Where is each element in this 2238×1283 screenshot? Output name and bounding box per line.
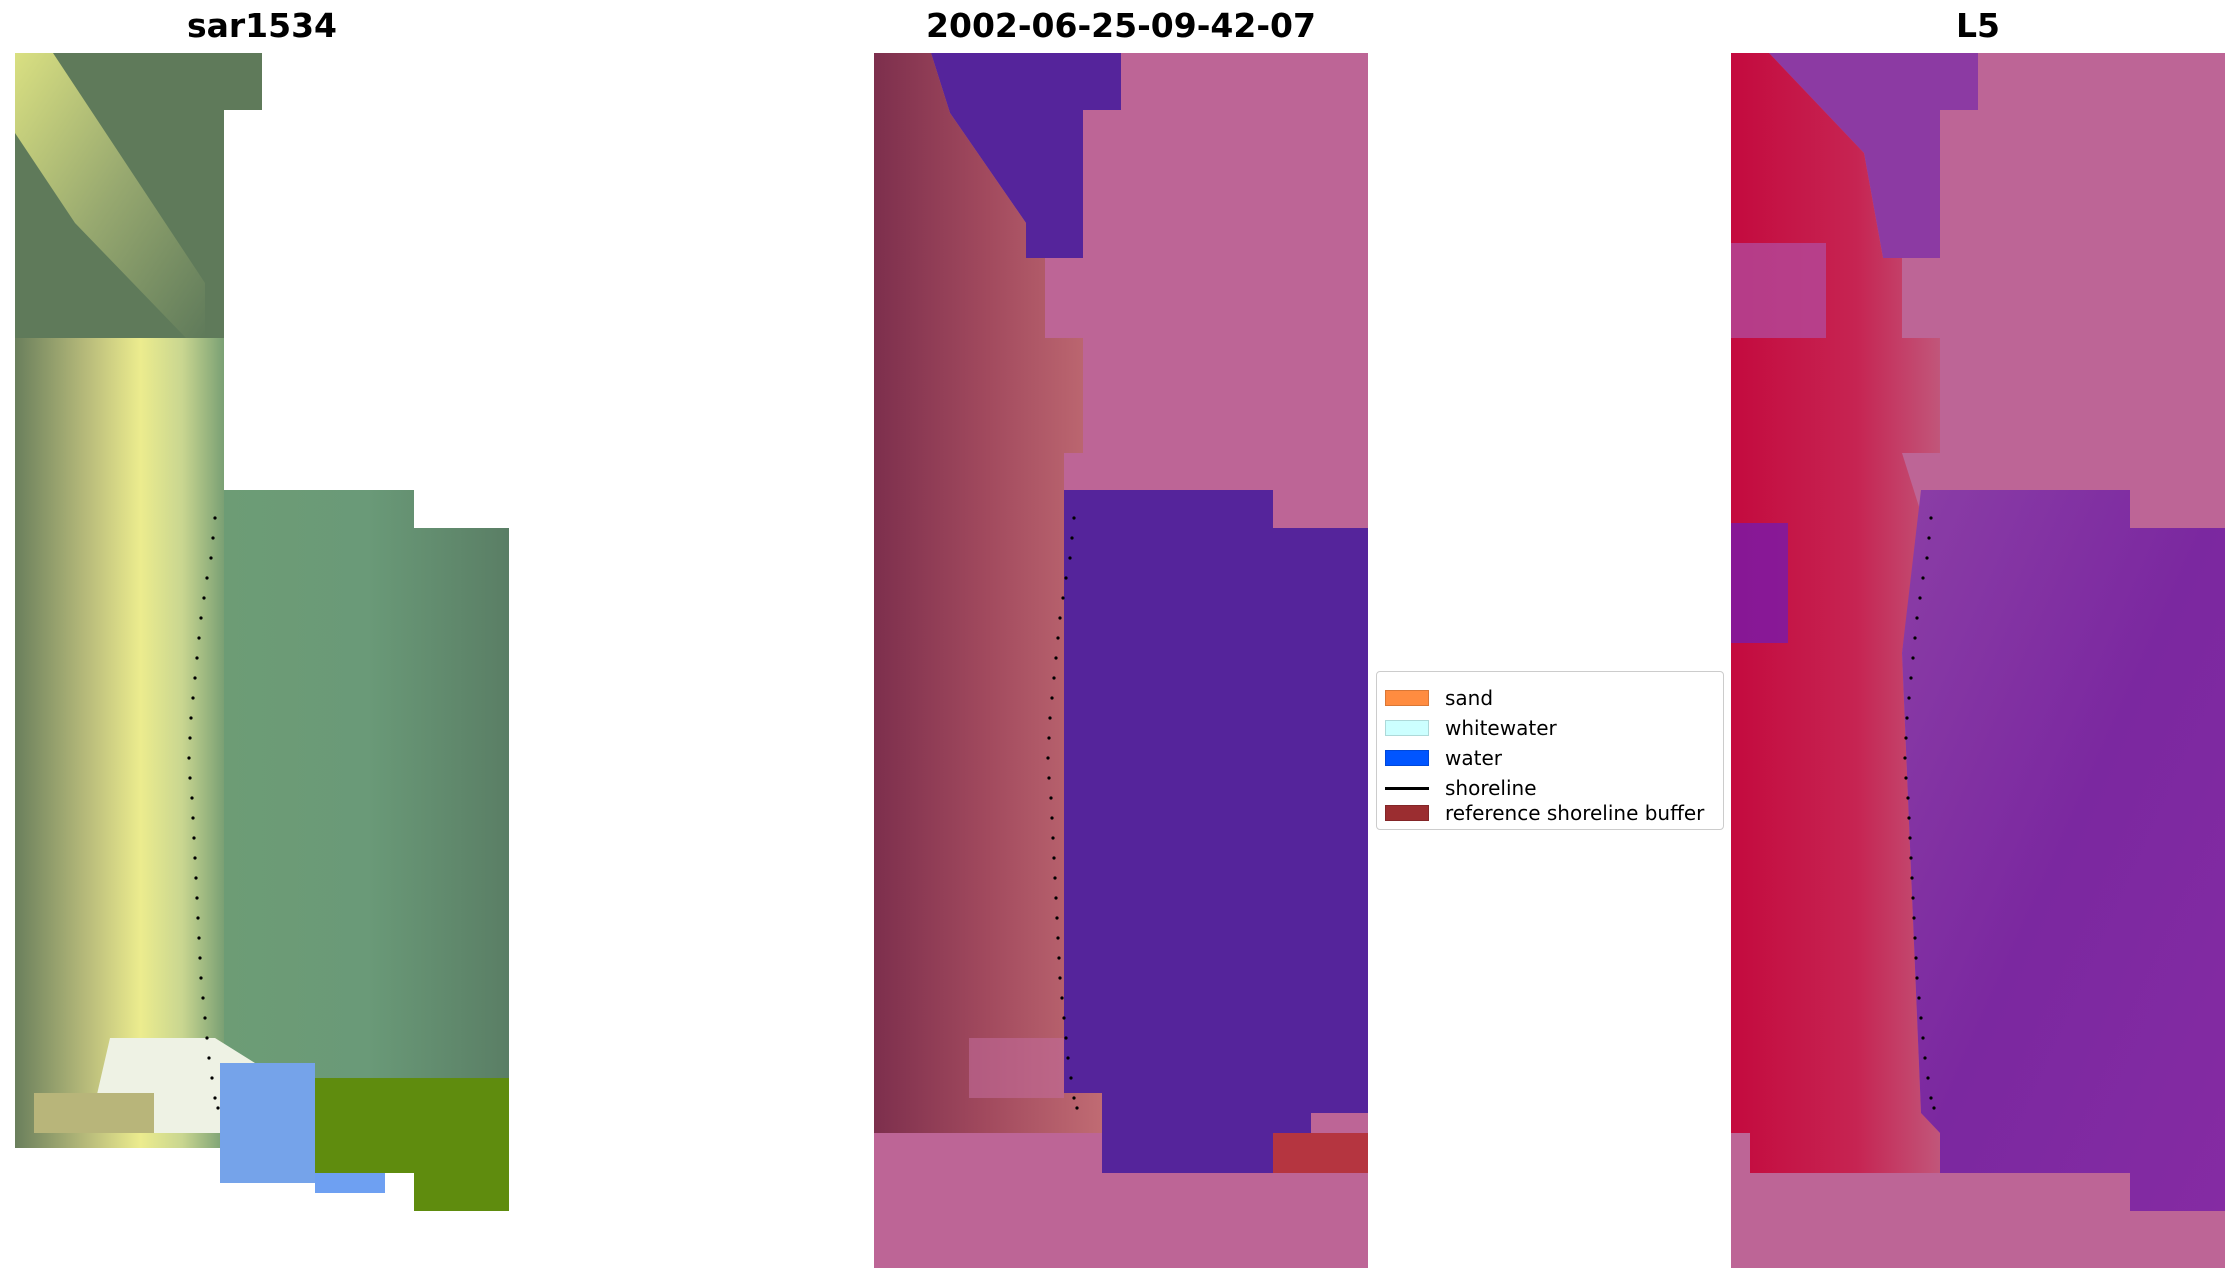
l5-mix-lower [1731, 523, 1788, 643]
legend-swatch-whitewater [1385, 720, 1429, 736]
legend-swatch-buffer [1385, 805, 1429, 821]
legend-item-water: water [1385, 745, 1502, 771]
l5-sea-top [1769, 53, 1978, 258]
legend-label-shoreline: shoreline [1445, 776, 1537, 800]
legend-swatch-sand [1385, 690, 1429, 706]
rgb-sea [224, 490, 509, 1113]
rgb-bottom-left [34, 1093, 154, 1133]
l5-image [1731, 53, 2225, 1268]
legend: sand whitewater water shoreline referenc… [1376, 671, 1724, 830]
legend-item-sand: sand [1385, 685, 1493, 711]
l5-shoreline [1903, 516, 1936, 1110]
legend-label-sand: sand [1445, 686, 1494, 710]
l5-sea [1902, 490, 2225, 1211]
class-shoreline [1046, 516, 1079, 1110]
panel-title-classification: 2002-06-25-09-42-07 [926, 6, 1316, 45]
legend-label-buffer: reference shoreline buffer [1445, 801, 1705, 825]
classification-image [874, 53, 1368, 1268]
class-whitewater-blush [969, 1038, 1064, 1098]
rgb-sand-streak [15, 53, 205, 338]
rgb-water-patch [220, 1063, 315, 1183]
legend-item-whitewater: whitewater [1385, 715, 1557, 741]
class-beach [874, 53, 1102, 1173]
legend-item-shoreline: shoreline [1385, 775, 1537, 801]
l5-mix-upper [1731, 243, 1826, 338]
rgb-image [15, 53, 509, 1268]
class-water-sea [1064, 490, 1368, 1173]
rgb-beach-strip [15, 338, 224, 1148]
legend-label-whitewater: whitewater [1445, 716, 1557, 740]
panel-title-rgb: sar1534 [186, 6, 338, 45]
rgb-vegetation [315, 1078, 509, 1211]
legend-swatch-water [1385, 750, 1429, 766]
rgb-shoreline [187, 516, 220, 1110]
legend-label-water: water [1445, 746, 1502, 770]
legend-line-shoreline [1385, 786, 1429, 790]
legend-item-buffer: reference shoreline buffer [1385, 800, 1704, 826]
panel-title-l5: L5 [1956, 6, 2000, 45]
class-water-top [931, 53, 1121, 258]
